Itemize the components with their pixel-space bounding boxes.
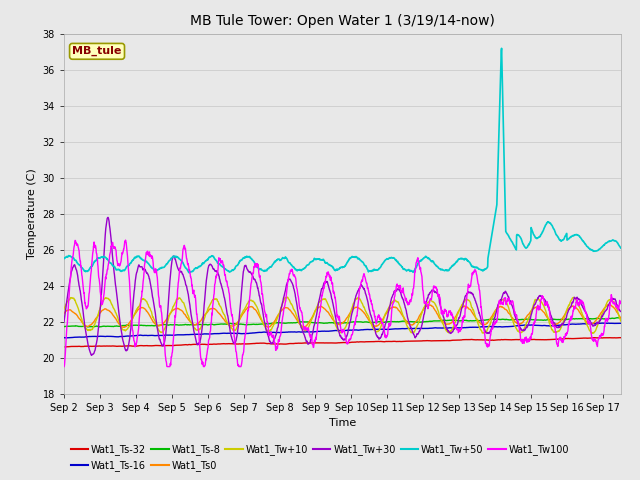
X-axis label: Time: Time [329, 418, 356, 428]
Text: MB_tule: MB_tule [72, 46, 122, 57]
Legend: Wat1_Ts-32, Wat1_Ts-16, Wat1_Ts-8, Wat1_Ts0, Wat1_Tw+10, Wat1_Tw+30, Wat1_Tw+50,: Wat1_Ts-32, Wat1_Ts-16, Wat1_Ts-8, Wat1_… [67, 441, 573, 475]
Y-axis label: Temperature (C): Temperature (C) [27, 168, 37, 259]
Title: MB Tule Tower: Open Water 1 (3/19/14-now): MB Tule Tower: Open Water 1 (3/19/14-now… [190, 14, 495, 28]
